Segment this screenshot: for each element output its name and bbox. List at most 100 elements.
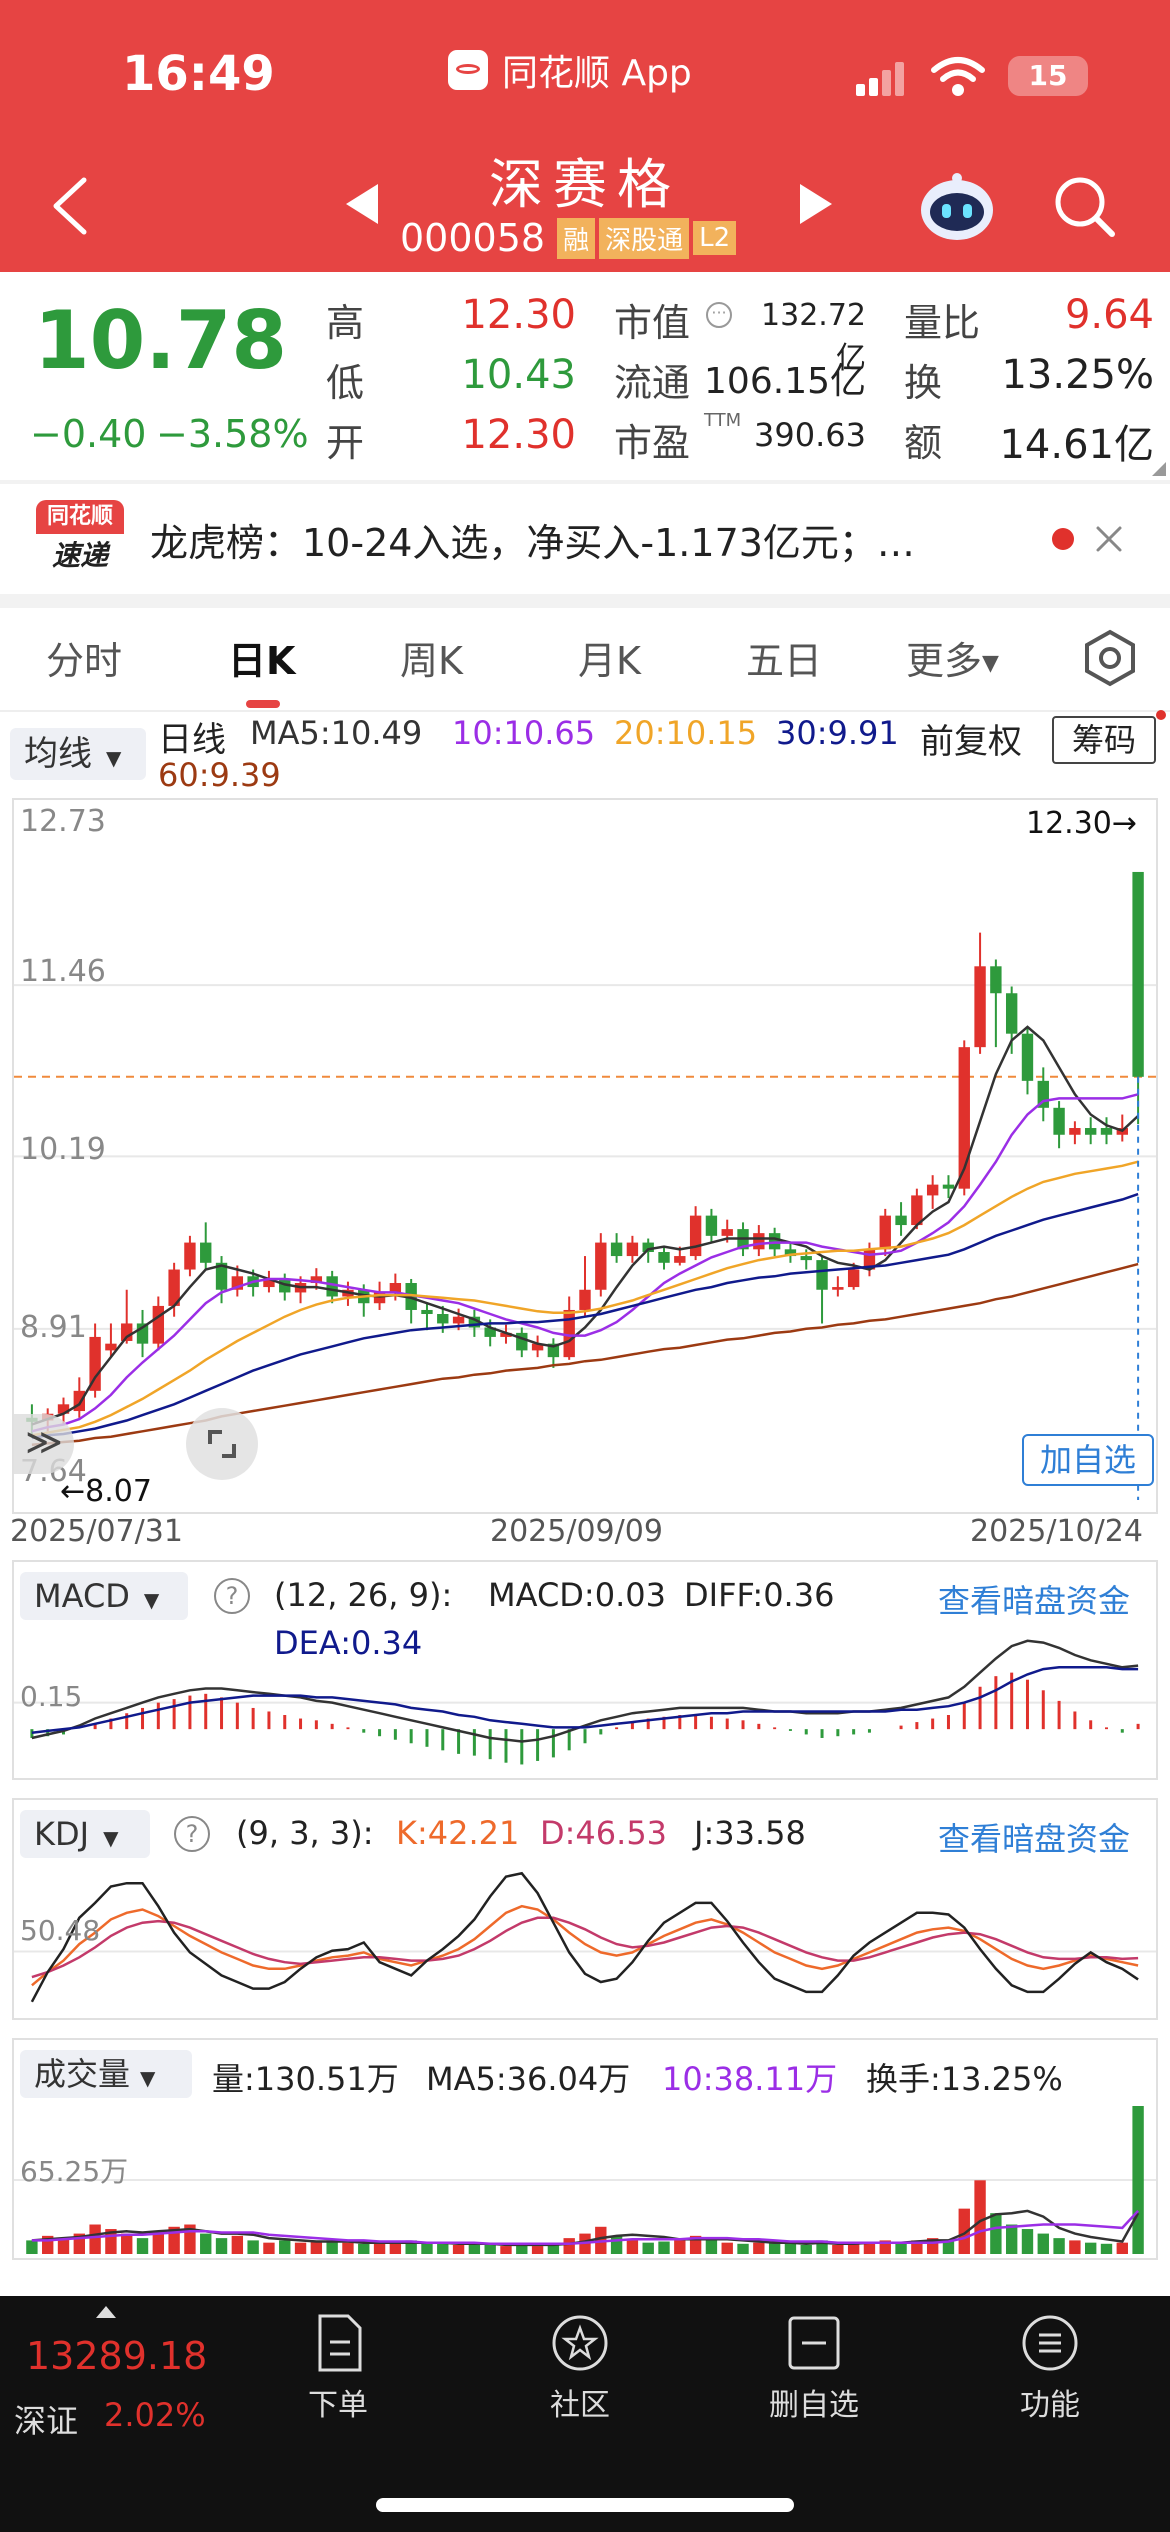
- price-change-pct: −3.58%: [156, 412, 309, 456]
- volume-bar: [705, 2240, 718, 2254]
- more-info-icon[interactable]: ···: [706, 302, 732, 328]
- kdj-params: (9, 3, 3):: [236, 1814, 374, 1852]
- ma-line-10: [31, 1093, 1139, 1433]
- candle-body: [626, 1242, 639, 1257]
- quote-panel: 10.78 −0.40 −3.58% 高 12.30 低 10.43 开 12.…: [0, 272, 1170, 482]
- candle-body: [816, 1260, 828, 1290]
- order-doc-icon: [318, 2314, 362, 2372]
- ma20-value: 20:10.15: [614, 714, 758, 752]
- volume-bar: [500, 2246, 512, 2254]
- candle-body: [152, 1305, 165, 1344]
- prev-stock-icon[interactable]: [342, 182, 382, 226]
- vol-ma10-value: 10:38.11万: [662, 2060, 838, 2098]
- help-icon[interactable]: ?: [174, 1816, 210, 1852]
- remove-watchlist-button[interactable]: 删自选: [744, 2312, 884, 2424]
- candle-body: [753, 1233, 765, 1250]
- help-icon[interactable]: ?: [214, 1578, 250, 1614]
- candle-body: [168, 1269, 180, 1306]
- community-button[interactable]: 社区: [510, 2312, 650, 2424]
- candle-body: [674, 1256, 686, 1263]
- volume-bar: [753, 2242, 765, 2254]
- macd-selector[interactable]: MACD ▼: [20, 1572, 188, 1620]
- volume-bar: [642, 2242, 654, 2254]
- candle-body: [231, 1276, 244, 1290]
- add-watchlist-button[interactable]: 加自选: [1022, 1434, 1154, 1486]
- macd-panel[interactable]: MACD ▼ ? (12, 26, 9): MACD:0.03 DIFF:0.36…: [12, 1560, 1158, 1780]
- y-tick-3: 10.19: [20, 1132, 106, 1167]
- tag-l2: L2: [693, 221, 737, 255]
- candle-body: [832, 1287, 844, 1290]
- volume-bar: [816, 2240, 828, 2254]
- fullscreen-button[interactable]: [186, 1408, 258, 1480]
- tag-connect: 深股通: [599, 217, 690, 259]
- volume-bar: [958, 2208, 970, 2254]
- index-name: 深证: [14, 2402, 79, 2440]
- candle-body: [768, 1233, 781, 1250]
- tab-monthly-k[interactable]: 月K: [578, 639, 641, 683]
- vol-tick: 65.25万: [20, 2155, 129, 2188]
- news-ticker[interactable]: 同花顺 速递 龙虎榜：10-24入选，净买入-1.173亿元；…: [0, 484, 1170, 594]
- volume-bar: [626, 2240, 639, 2254]
- next-stock-icon[interactable]: [796, 182, 836, 226]
- battery-indicator: 15: [1008, 56, 1088, 96]
- ma-selector[interactable]: 均线 ▼: [10, 728, 146, 780]
- vol-selector[interactable]: 成交量 ▼: [20, 2050, 192, 2098]
- volume-bar: [1021, 2229, 1034, 2254]
- candle-body: [974, 966, 986, 1048]
- app-logo-icon: [448, 50, 488, 90]
- signal-icon: [856, 60, 908, 96]
- kline-chart[interactable]: 12.73 11.46 10.19 8.91 7.64 12.30→ ←8.07…: [12, 798, 1158, 1514]
- volume-bar: [768, 2241, 781, 2254]
- collapse-sidebar-button[interactable]: ≫: [14, 1414, 74, 1474]
- volume-bar: [326, 2240, 338, 2254]
- candle-body: [89, 1336, 101, 1391]
- volume-panel[interactable]: 成交量 ▼ 量:130.51万 MA5:36.04万 10:38.11万 换手:1…: [12, 2038, 1158, 2260]
- volume-bar: [105, 2229, 117, 2254]
- active-tab-indicator: [246, 700, 280, 708]
- volume-bar: [1005, 2224, 1018, 2254]
- kdj-panel[interactable]: KDJ ▼ ? (9, 3, 3): K:42.21 D:46.53 J:33.5…: [12, 1798, 1158, 2020]
- search-icon[interactable]: [1052, 174, 1118, 240]
- kdj-line-k: [31, 1904, 1139, 1987]
- mcap-value: 132.72亿: [761, 298, 866, 376]
- volume-bar: [800, 2244, 812, 2254]
- candle-body: [263, 1278, 275, 1288]
- date-mid: 2025/09/09: [490, 1514, 663, 1549]
- news-text[interactable]: 龙虎榜：10-24入选，净买入-1.173亿元；…: [150, 521, 915, 565]
- volume-bar: [89, 2224, 101, 2254]
- tab-five-day[interactable]: 五日: [746, 639, 823, 683]
- volume-bar: [1037, 2233, 1049, 2254]
- expand-corner-icon[interactable]: [1152, 462, 1166, 476]
- open-label: 开: [326, 421, 365, 465]
- unread-dot: [1052, 528, 1074, 550]
- notification-dot: [1156, 710, 1166, 720]
- remove-icon: [788, 2316, 840, 2370]
- tab-intraday[interactable]: 分时: [46, 639, 123, 683]
- tab-more[interactable]: 更多▼: [906, 639, 999, 683]
- back-icon[interactable]: [48, 176, 92, 236]
- kdj-selector[interactable]: KDJ ▼: [20, 1810, 150, 1858]
- candle-body: [1085, 1128, 1097, 1135]
- volume-bar: [1100, 2243, 1113, 2254]
- candle-body: [563, 1309, 575, 1358]
- functions-button[interactable]: 功能: [980, 2312, 1120, 2424]
- stock-name: 深赛格: [489, 153, 681, 216]
- robot-assistant-icon[interactable]: [918, 170, 996, 242]
- amount-value: 14.61亿: [999, 422, 1154, 468]
- order-button[interactable]: 下单: [268, 2312, 408, 2424]
- menu-icon: [1022, 2315, 1078, 2371]
- close-icon[interactable]: [1094, 524, 1124, 554]
- candle-body: [200, 1242, 212, 1263]
- mcap-label: 市值: [614, 301, 691, 345]
- index-value[interactable]: 13289.18: [26, 2334, 208, 2378]
- tab-daily-k[interactable]: 日K: [228, 639, 296, 683]
- tab-weekly-k[interactable]: 周K: [400, 639, 463, 683]
- dark-pool-link[interactable]: 查看暗盘资金: [938, 1582, 1131, 1620]
- adjust-mode[interactable]: 前复权: [920, 722, 1022, 762]
- dark-pool-link[interactable]: 查看暗盘资金: [938, 1820, 1131, 1858]
- chip-button[interactable]: 筹码: [1052, 716, 1156, 764]
- volume-bar: [531, 2246, 544, 2254]
- candle-body: [879, 1215, 891, 1250]
- settings-hexagon-icon[interactable]: [1080, 628, 1140, 688]
- volume-bar: [263, 2242, 275, 2254]
